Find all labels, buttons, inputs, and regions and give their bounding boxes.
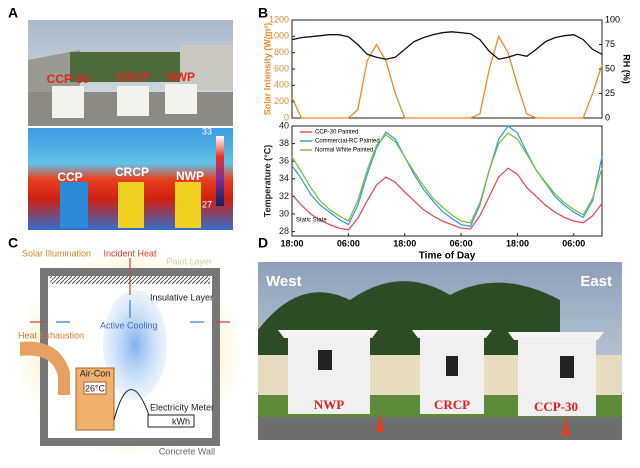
y-axis-label: Temperature (°C) <box>262 145 272 217</box>
y-tick-label: 800 <box>274 47 289 57</box>
legend-label: Commercial-RC Painted <box>315 139 380 145</box>
sample-label: CCP-30 <box>534 399 578 414</box>
y2-tick-label: 25 <box>605 88 615 98</box>
y-tick-label: 40 <box>279 120 289 130</box>
y-tick-label: 28 <box>279 226 289 236</box>
legend-label: Normal White Painted <box>315 148 373 154</box>
x-tick-label: 06:00 <box>450 238 473 248</box>
y2-tick-label: 0 <box>605 112 610 122</box>
y-tick-label: 200 <box>274 96 289 106</box>
y-tick-label: 600 <box>274 63 289 73</box>
panel-label: D <box>258 235 268 251</box>
series-line <box>291 132 603 224</box>
y-tick-label: 400 <box>274 80 289 90</box>
series-line <box>291 31 603 60</box>
diagram-label: Active Cooling <box>100 320 158 330</box>
diagram-c: Solar Illumination Incident Heat Paint L… <box>15 248 243 458</box>
panel-label: B <box>258 5 268 21</box>
sample-label: CRCP <box>434 397 470 412</box>
y-tick-label: 30 <box>279 208 289 218</box>
sample-label: NWP <box>167 70 195 84</box>
x-tick-label: 18:00 <box>393 238 416 248</box>
y2-tick-label: 75 <box>605 39 615 49</box>
y-tick-label: 0 <box>284 112 289 122</box>
panel-label: C <box>8 235 18 251</box>
diagram-label: 26°C <box>85 383 106 393</box>
diagram-label: Paint Layer <box>166 256 212 266</box>
diagram-label: Incident Heat <box>103 248 157 258</box>
diagram-label: Electricity Meter <box>150 402 214 412</box>
panel-label: A <box>8 5 18 21</box>
y-tick-label: 32 <box>279 191 289 201</box>
series-line <box>291 125 603 228</box>
annotation: Static State <box>296 218 327 224</box>
y-tick-label: 1200 <box>269 14 289 24</box>
y2-axis-label: RH (%) <box>622 54 632 84</box>
series-line <box>291 167 603 231</box>
colorbar-label: 33 <box>202 126 212 136</box>
x-tick-label: 18:00 <box>280 238 303 248</box>
direction-label: East <box>580 273 612 290</box>
diagram-label: Heat Exhaustion <box>18 330 84 340</box>
y-tick-label: 1000 <box>269 31 289 41</box>
legend-label: CCP-30 Painted <box>315 130 358 136</box>
sample-label: CRCP <box>116 70 150 84</box>
y-axis-label: Solar Intensity (W/m²) <box>262 23 272 116</box>
diagram-label: Concrete Wall <box>159 446 215 456</box>
direction-label: West <box>266 273 302 290</box>
x-tick-label: 06:00 <box>337 238 360 248</box>
thermal-label: CCP <box>57 170 82 184</box>
photo-a: CCP-30 CRCP NWP 33 27 CCP CRCP NWP <box>28 20 233 230</box>
x-axis-label: Time of Day <box>419 251 476 262</box>
diagram-label: Air-Con <box>80 368 111 378</box>
plot-frame <box>291 125 603 237</box>
y-tick-label: 38 <box>279 138 289 148</box>
diagram-label: kWh <box>172 416 190 426</box>
y-tick-label: 34 <box>279 173 289 183</box>
series-line <box>291 34 603 119</box>
photo-d: West East NWP CRCP CCP-30 <box>258 262 622 440</box>
y2-tick-label: 50 <box>605 63 615 73</box>
colorbar-label: 27 <box>202 199 212 209</box>
y2-tick-label: 100 <box>605 14 620 24</box>
diagram-label: Insulative Layer <box>150 292 213 302</box>
thermal-label: CRCP <box>115 165 149 179</box>
x-tick-label: 18:00 <box>506 238 529 248</box>
x-tick-label: 06:00 <box>562 238 585 248</box>
diagram-label: Solar Illumination <box>22 248 91 258</box>
thermal-label: NWP <box>176 169 204 183</box>
y-tick-label: 36 <box>279 156 289 166</box>
sample-label: CCP-30 <box>47 72 90 86</box>
sample-label: NWP <box>314 397 344 412</box>
